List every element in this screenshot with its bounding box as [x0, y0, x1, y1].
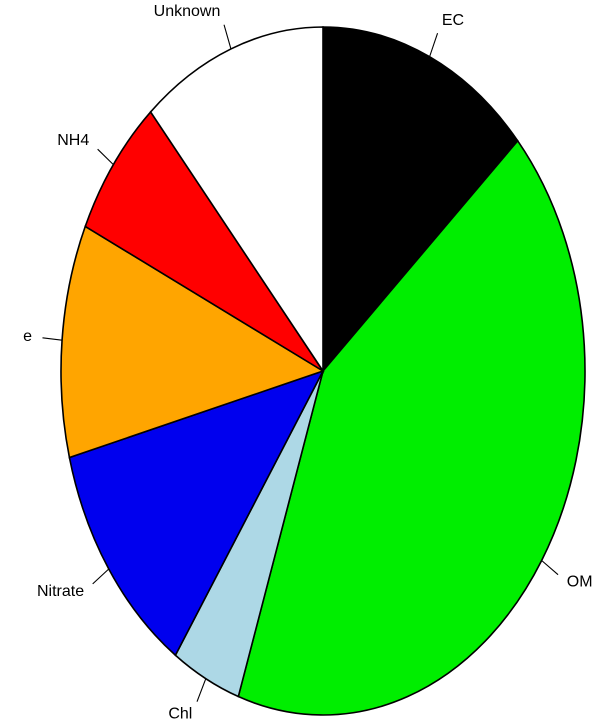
leader-line-unknown: [223, 24, 232, 50]
pie-label-nh4: NH4: [57, 132, 89, 149]
pie-label-e: e: [23, 328, 32, 345]
pie-label-om: OM: [567, 574, 593, 591]
pie-slice-ec: [322, 26, 519, 374]
pie-label-unknown: Unknown: [154, 3, 221, 20]
pie-label-ec: EC: [442, 12, 464, 29]
leader-line-nh4: [97, 148, 114, 166]
pie-label-chl: Chl: [168, 705, 192, 722]
pie-slice-e: [60, 225, 325, 459]
pie-leader-lines: [42, 24, 559, 702]
pie-labels: EC OM Chl Nitrate e NH4 Unknown: [23, 3, 592, 722]
leader-line-om: [541, 560, 559, 576]
pie-slices: [60, 26, 586, 716]
pie-label-nitrate: Nitrate: [37, 583, 84, 600]
pie-slice-om: [237, 139, 586, 716]
leader-line-ec: [429, 32, 439, 57]
leader-line-nitrate: [92, 568, 110, 585]
leader-line-chl: [196, 678, 207, 702]
leader-line-e: [42, 337, 63, 341]
